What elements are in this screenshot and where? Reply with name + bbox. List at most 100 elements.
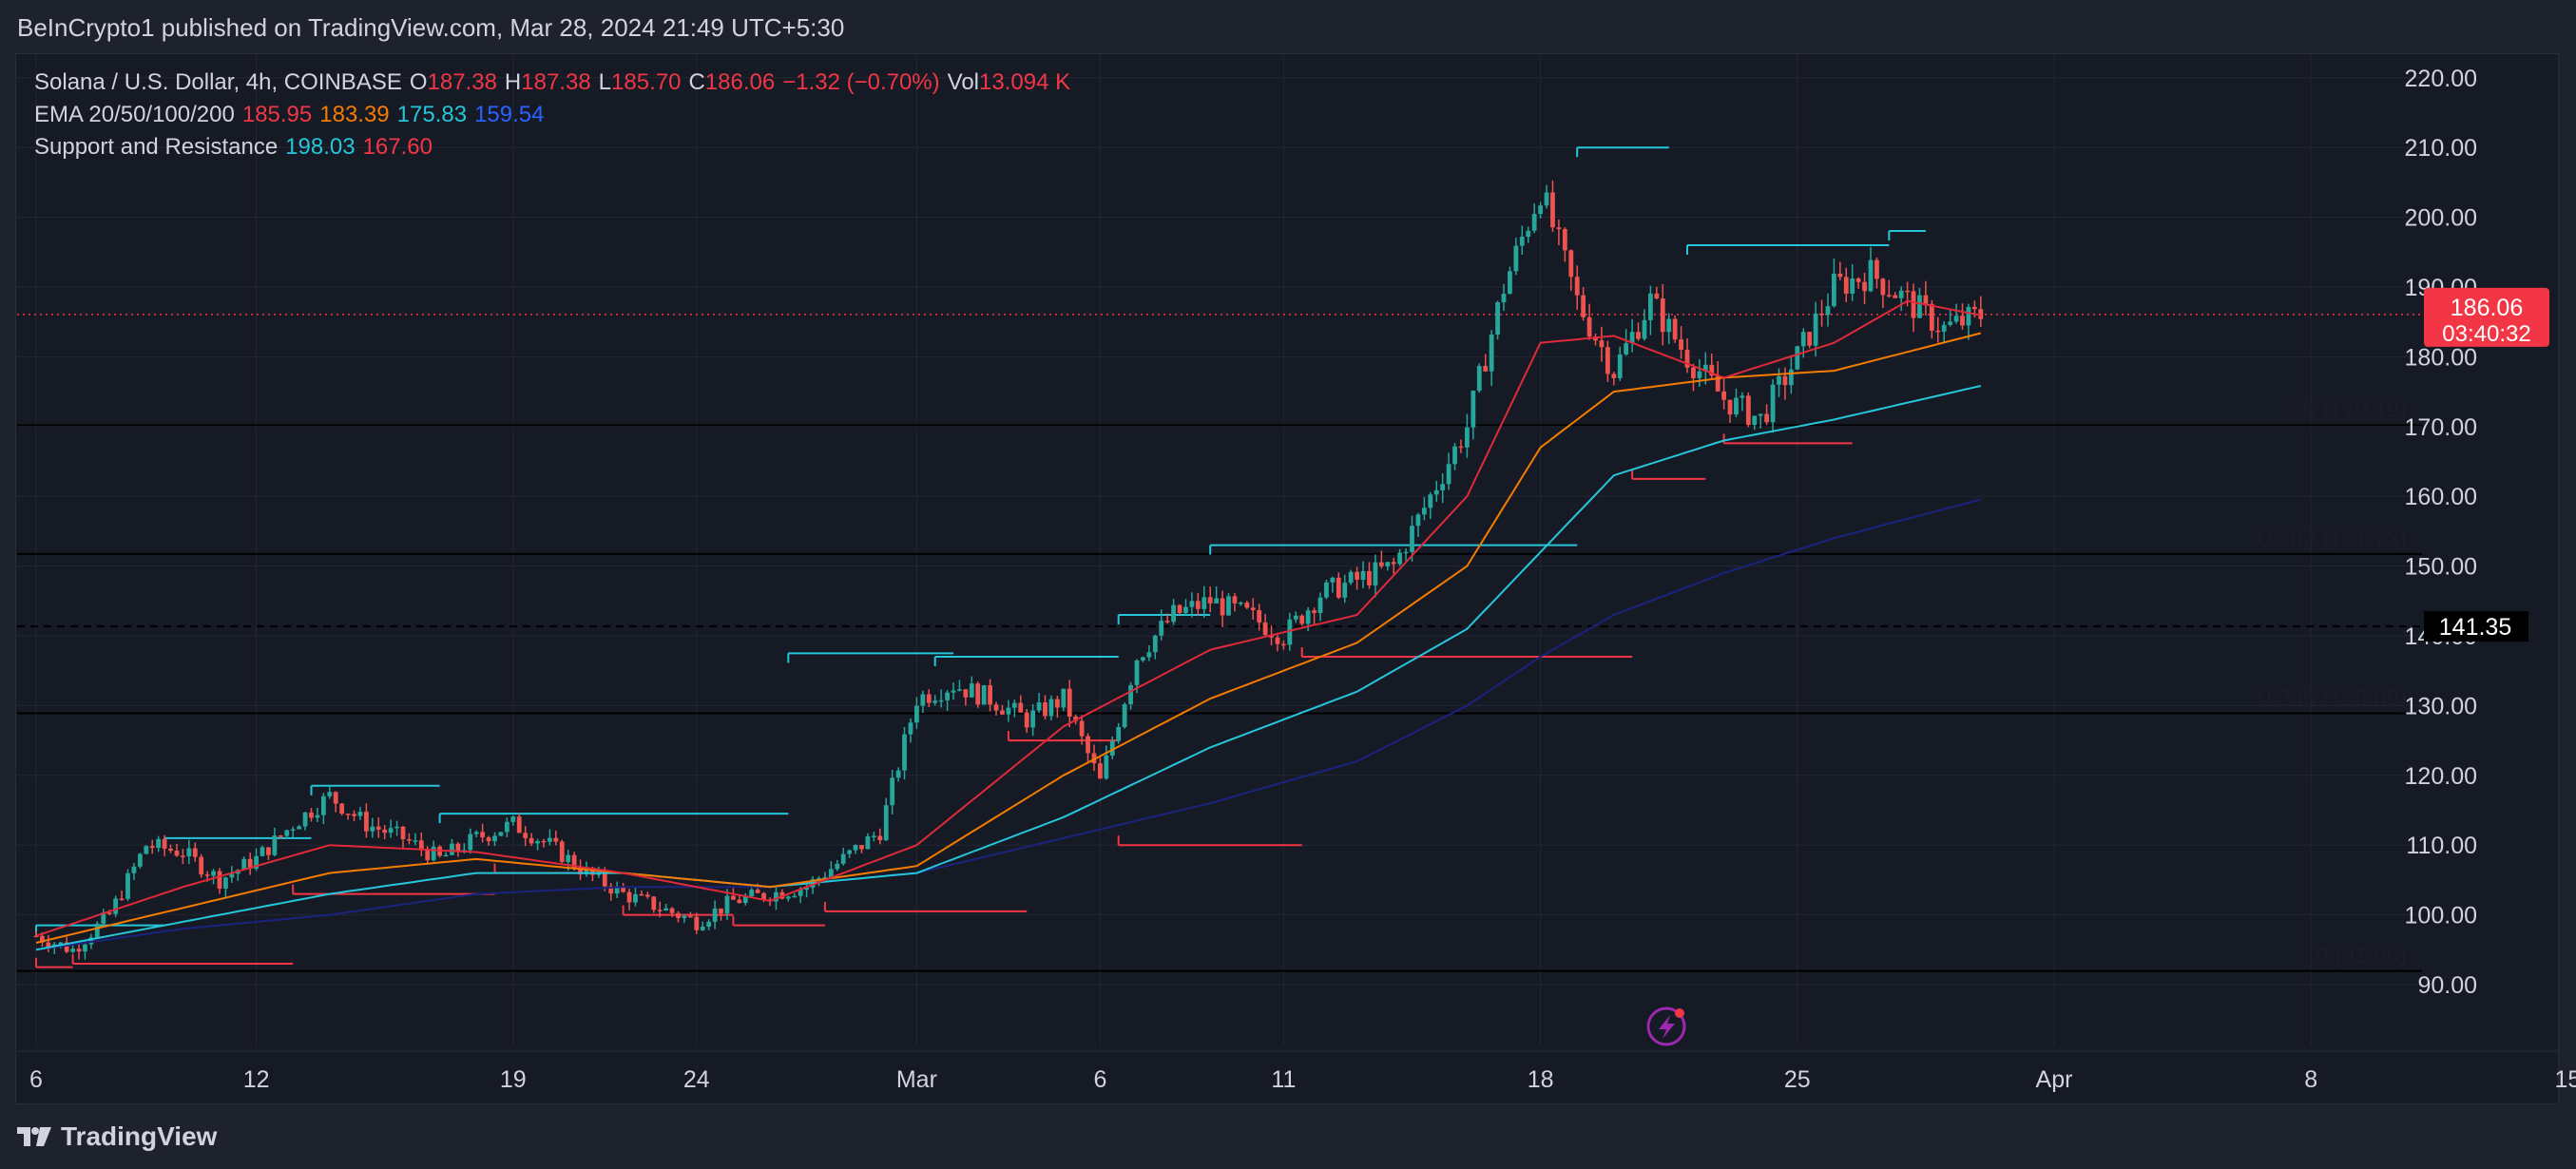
candle-body xyxy=(400,826,406,840)
candle-body xyxy=(1324,582,1329,598)
candle-body xyxy=(1262,623,1268,636)
candle-body xyxy=(1275,637,1280,644)
current-price-badge xyxy=(2424,287,2549,347)
candle-body xyxy=(413,840,418,842)
candle-body xyxy=(425,849,431,861)
candle-body xyxy=(431,846,436,861)
candle-body xyxy=(1183,606,1188,613)
candle-body xyxy=(1923,295,1929,304)
candle-body xyxy=(932,700,938,703)
candle-body xyxy=(1929,303,1934,331)
candle-body xyxy=(186,848,192,856)
candle-body xyxy=(1391,562,1396,565)
candle-body xyxy=(682,915,687,918)
candle-body xyxy=(1617,354,1623,378)
candle-body xyxy=(1086,736,1090,754)
candle-body xyxy=(700,927,705,930)
candle-body xyxy=(1941,324,1947,332)
candle-body xyxy=(58,942,64,945)
candle-body xyxy=(1581,295,1586,317)
price-axis: 220.00210.00200.00190.00180.00170.00160.… xyxy=(2405,66,2477,999)
candle-body xyxy=(1948,321,1953,325)
time-axis-label: 15 xyxy=(2554,1066,2576,1093)
candle-body xyxy=(1702,364,1708,372)
candle-body xyxy=(1067,688,1072,717)
fib-label: 0.236 (128.89) xyxy=(2259,686,2407,712)
candle-body xyxy=(1452,446,1457,465)
candle-body xyxy=(1428,494,1433,508)
candle-body xyxy=(266,847,271,855)
candle-body xyxy=(1721,391,1726,400)
candle-body xyxy=(1171,604,1176,623)
candle-body xyxy=(315,814,320,818)
candle-body xyxy=(217,871,222,890)
candle-body xyxy=(1433,489,1439,495)
candle-body xyxy=(125,872,130,899)
candle-body xyxy=(1146,652,1152,658)
candle-body xyxy=(357,812,363,816)
candle-body xyxy=(181,855,185,857)
candle-body xyxy=(260,847,265,856)
candle-body xyxy=(1312,610,1317,613)
time-axis-label: 12 xyxy=(243,1066,270,1093)
candle-body xyxy=(1862,281,1867,292)
ema50-value: 183.39 xyxy=(319,102,390,127)
volume-value: 13.094 K xyxy=(979,69,1071,95)
candle-body xyxy=(1855,278,1861,282)
candle-body xyxy=(853,845,858,851)
candle-body xyxy=(1098,763,1103,779)
candle-body xyxy=(1556,227,1562,230)
ema100-line xyxy=(35,385,1982,951)
candle-body xyxy=(920,694,926,706)
ema-lines xyxy=(35,299,1982,951)
candle-body xyxy=(1054,699,1060,708)
candle-body xyxy=(1189,601,1195,607)
candle-body xyxy=(719,908,723,914)
ema100-value: 175.83 xyxy=(396,102,468,127)
candle-body xyxy=(1562,229,1567,251)
legend-symbol-row: Solana / U.S. Dollar, 4h, COINBASE O187.… xyxy=(34,67,1070,99)
candle-body xyxy=(957,689,962,691)
candle-body xyxy=(1898,290,1904,298)
ema-label[interactable]: EMA 20/50/100/200 xyxy=(34,102,235,127)
chart-panel[interactable] xyxy=(15,53,2559,1104)
legend-sr-row: Support and Resistance 198.03 167.60 xyxy=(34,131,1070,163)
candle-body xyxy=(1471,391,1476,428)
price-axis-label: 130.00 xyxy=(2405,693,2477,719)
tradingview-brand[interactable]: TradingView xyxy=(17,1121,217,1152)
candle-body xyxy=(229,873,235,878)
candle-body xyxy=(1073,716,1079,721)
brand-name: TradingView xyxy=(61,1121,218,1151)
candle-body xyxy=(1629,332,1635,344)
candle-countdown: 03:40:32 xyxy=(2442,321,2530,347)
candle-body xyxy=(119,898,125,900)
support-value: 167.60 xyxy=(362,134,433,160)
time-axis-label: 18 xyxy=(1528,1066,1554,1093)
price-axis-label: 90.00 xyxy=(2417,972,2477,999)
candle-body xyxy=(1636,332,1641,339)
candle-body xyxy=(113,898,119,914)
candle-body xyxy=(1061,688,1067,708)
candle-body xyxy=(1152,635,1158,653)
candle-body xyxy=(742,896,748,904)
candle-body xyxy=(865,835,871,850)
candle-body xyxy=(1483,366,1489,372)
candle-body xyxy=(1330,577,1336,583)
candle-body xyxy=(284,830,290,836)
level-badge-value: 141.35 xyxy=(2439,614,2511,641)
candle-body xyxy=(969,683,974,698)
candle-body xyxy=(1232,596,1238,604)
symbol-name[interactable]: Solana / U.S. Dollar, 4h, COINBASE xyxy=(34,69,402,95)
candle-body xyxy=(963,689,969,698)
candle-body xyxy=(731,895,736,900)
candle-body xyxy=(468,834,473,851)
lightning-icon[interactable] xyxy=(1646,1006,1686,1046)
candle-body xyxy=(345,814,351,815)
bottom-bar xyxy=(0,1107,2576,1169)
candle-body xyxy=(1807,332,1813,346)
sr-label[interactable]: Support and Resistance xyxy=(34,134,279,160)
candle-body xyxy=(687,915,693,918)
candle-body xyxy=(614,886,620,894)
candle-body xyxy=(1819,313,1824,316)
